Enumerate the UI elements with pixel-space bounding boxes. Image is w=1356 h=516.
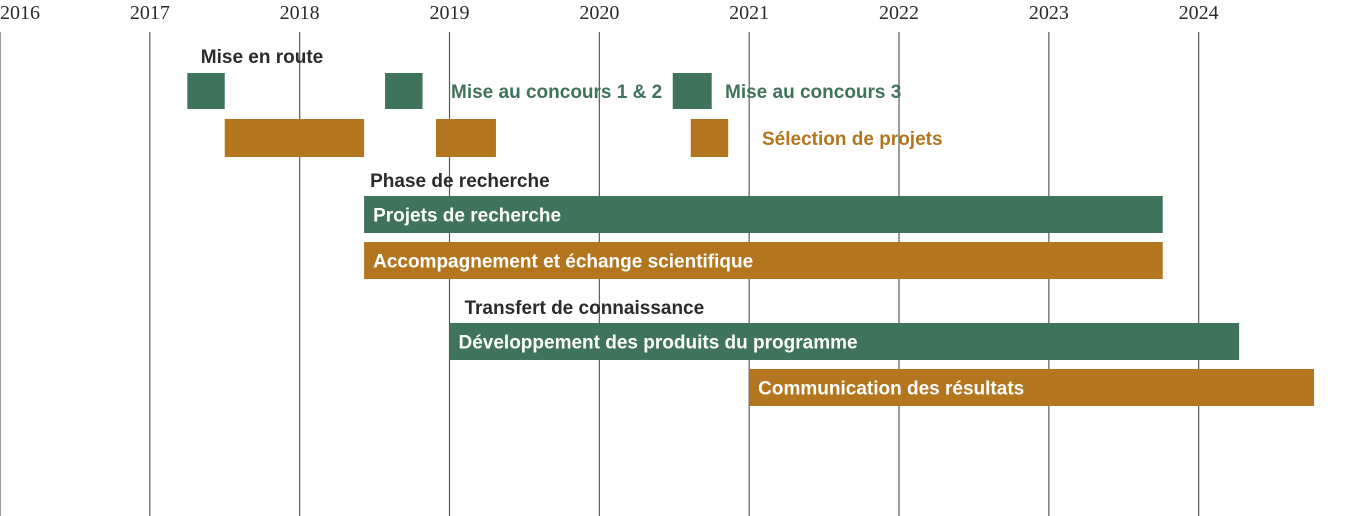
task-label-mise-au-concours-1-2: Mise au concours 1 & 2 [451, 82, 662, 103]
bar-accompagnement-et-echange-scientifique [364, 242, 1163, 279]
bar-label-communication-des-resultats: Communication des résultats [758, 379, 1024, 400]
tick-label-2019: 2019 [430, 2, 470, 24]
bar-communication-des-resultats [749, 369, 1315, 406]
section-label-transfert-de-connaissance: Transfert de connaissance [464, 298, 704, 319]
tick-label-2021: 2021 [729, 2, 769, 24]
task-label-selection-de-projets: Sélection de projets [762, 129, 943, 150]
task-bars [187, 73, 1315, 406]
bar-mise-au-concours-1-2-2 [385, 73, 423, 109]
bar-projets-de-recherche [364, 196, 1163, 233]
task-labels: Mise en route Phase de recherche Transfert… [201, 47, 1024, 400]
bar-label-developpement-des-produits-du-programme: Développement des produits du programme [459, 333, 858, 354]
tick-label-2017: 2017 [130, 2, 170, 24]
tick-label-2024: 2024 [1179, 2, 1219, 24]
bar-mise-au-concours-1-2-1 [187, 73, 225, 109]
bar-selection-de-projets-2 [436, 119, 496, 157]
section-label-mise-en-route: Mise en route [201, 47, 323, 68]
bar-label-accompagnement-et-echange-scientifique: Accompagnement et échange scientifique [373, 252, 753, 273]
tick-label-2018: 2018 [280, 2, 320, 24]
tick-label-2020: 2020 [579, 2, 619, 24]
bar-selection-de-projets-3 [690, 119, 729, 157]
tick-label-2022: 2022 [879, 2, 919, 24]
bar-label-projets-de-recherche: Projets de recherche [373, 206, 561, 227]
bar-mise-au-concours-3 [672, 73, 712, 109]
bar-developpement-des-produits-du-programme [449, 323, 1240, 360]
year-tick-labels: 2016 2017 2018 2019 2020 2021 2022 2023 2024 [0, 2, 1219, 24]
task-label-mise-au-concours-3: Mise au concours 3 [725, 82, 901, 103]
tick-label-2023: 2023 [1029, 2, 1069, 24]
bar-selection-de-projets-1 [224, 119, 365, 157]
section-label-phase-de-recherche: Phase de recherche [370, 171, 550, 192]
tick-label-2016: 2016 [0, 2, 40, 24]
